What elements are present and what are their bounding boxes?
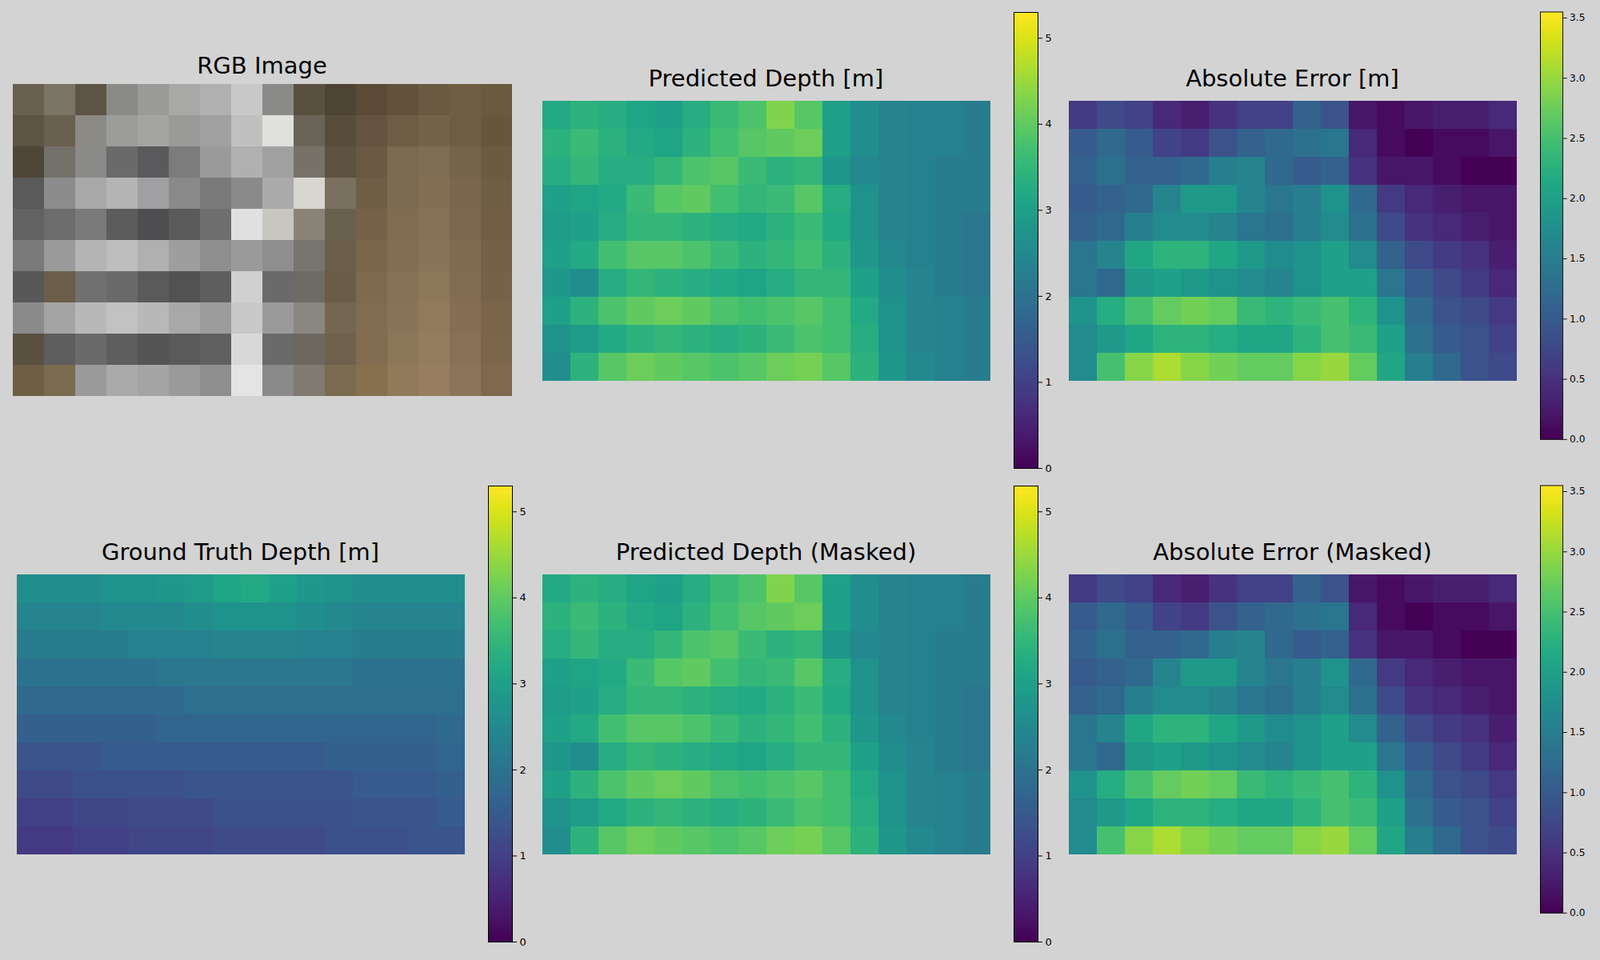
svg-text:0: 0 — [1045, 936, 1052, 948]
svg-text:5: 5 — [520, 505, 527, 518]
svg-text:1: 1 — [520, 849, 527, 862]
svg-text:2: 2 — [1045, 764, 1052, 776]
svg-text:1: 1 — [1045, 849, 1052, 862]
svg-text:0.0: 0.0 — [1569, 433, 1585, 445]
svg-text:2.5: 2.5 — [1569, 606, 1585, 618]
svg-text:3: 3 — [520, 677, 527, 690]
svg-text:3: 3 — [1045, 677, 1052, 690]
svg-text:0: 0 — [520, 936, 527, 948]
svg-text:2.0: 2.0 — [1569, 666, 1585, 678]
svg-text:0.5: 0.5 — [1569, 373, 1585, 385]
svg-text:1.5: 1.5 — [1569, 252, 1585, 264]
svg-text:0.5: 0.5 — [1569, 847, 1585, 859]
svg-text:5: 5 — [1045, 32, 1052, 44]
html-text:Predicted Depth [m]: Predicted Depth [m] — [648, 64, 884, 92]
svg-text:2: 2 — [1045, 290, 1052, 303]
svg-text:5: 5 — [1045, 505, 1052, 518]
svg-text:3.5: 3.5 — [1569, 12, 1585, 24]
svg-text:3.0: 3.0 — [1569, 546, 1585, 558]
svg-text:1: 1 — [1045, 376, 1052, 388]
svg-text:2: 2 — [520, 764, 527, 776]
html-text:Predicted Depth (Masked): Predicted Depth (Masked) — [615, 538, 917, 566]
svg-text:0: 0 — [1045, 462, 1052, 475]
svg-text:2.0: 2.0 — [1569, 192, 1585, 204]
svg-text:4: 4 — [1045, 591, 1052, 604]
html-text:RGB Image: RGB Image — [196, 52, 328, 80]
svg-text:3.5: 3.5 — [1569, 485, 1585, 497]
svg-text:4: 4 — [520, 591, 527, 604]
svg-text:3.0: 3.0 — [1569, 72, 1585, 84]
html-text:Ground Truth Depth [m]: Ground Truth Depth [m] — [101, 538, 380, 566]
svg-text:3: 3 — [1045, 204, 1052, 216]
svg-text:1.0: 1.0 — [1569, 313, 1585, 325]
html-text:Absolute Error [m]: Absolute Error [m] — [1185, 64, 1400, 92]
svg-text:4: 4 — [1045, 117, 1052, 130]
svg-text:2.5: 2.5 — [1569, 132, 1585, 144]
svg-text:1.0: 1.0 — [1569, 787, 1585, 799]
svg-text:0.0: 0.0 — [1569, 907, 1585, 919]
svg-text:1.5: 1.5 — [1569, 726, 1585, 738]
html-text:Absolute Error (Masked): Absolute Error (Masked) — [1153, 538, 1432, 566]
